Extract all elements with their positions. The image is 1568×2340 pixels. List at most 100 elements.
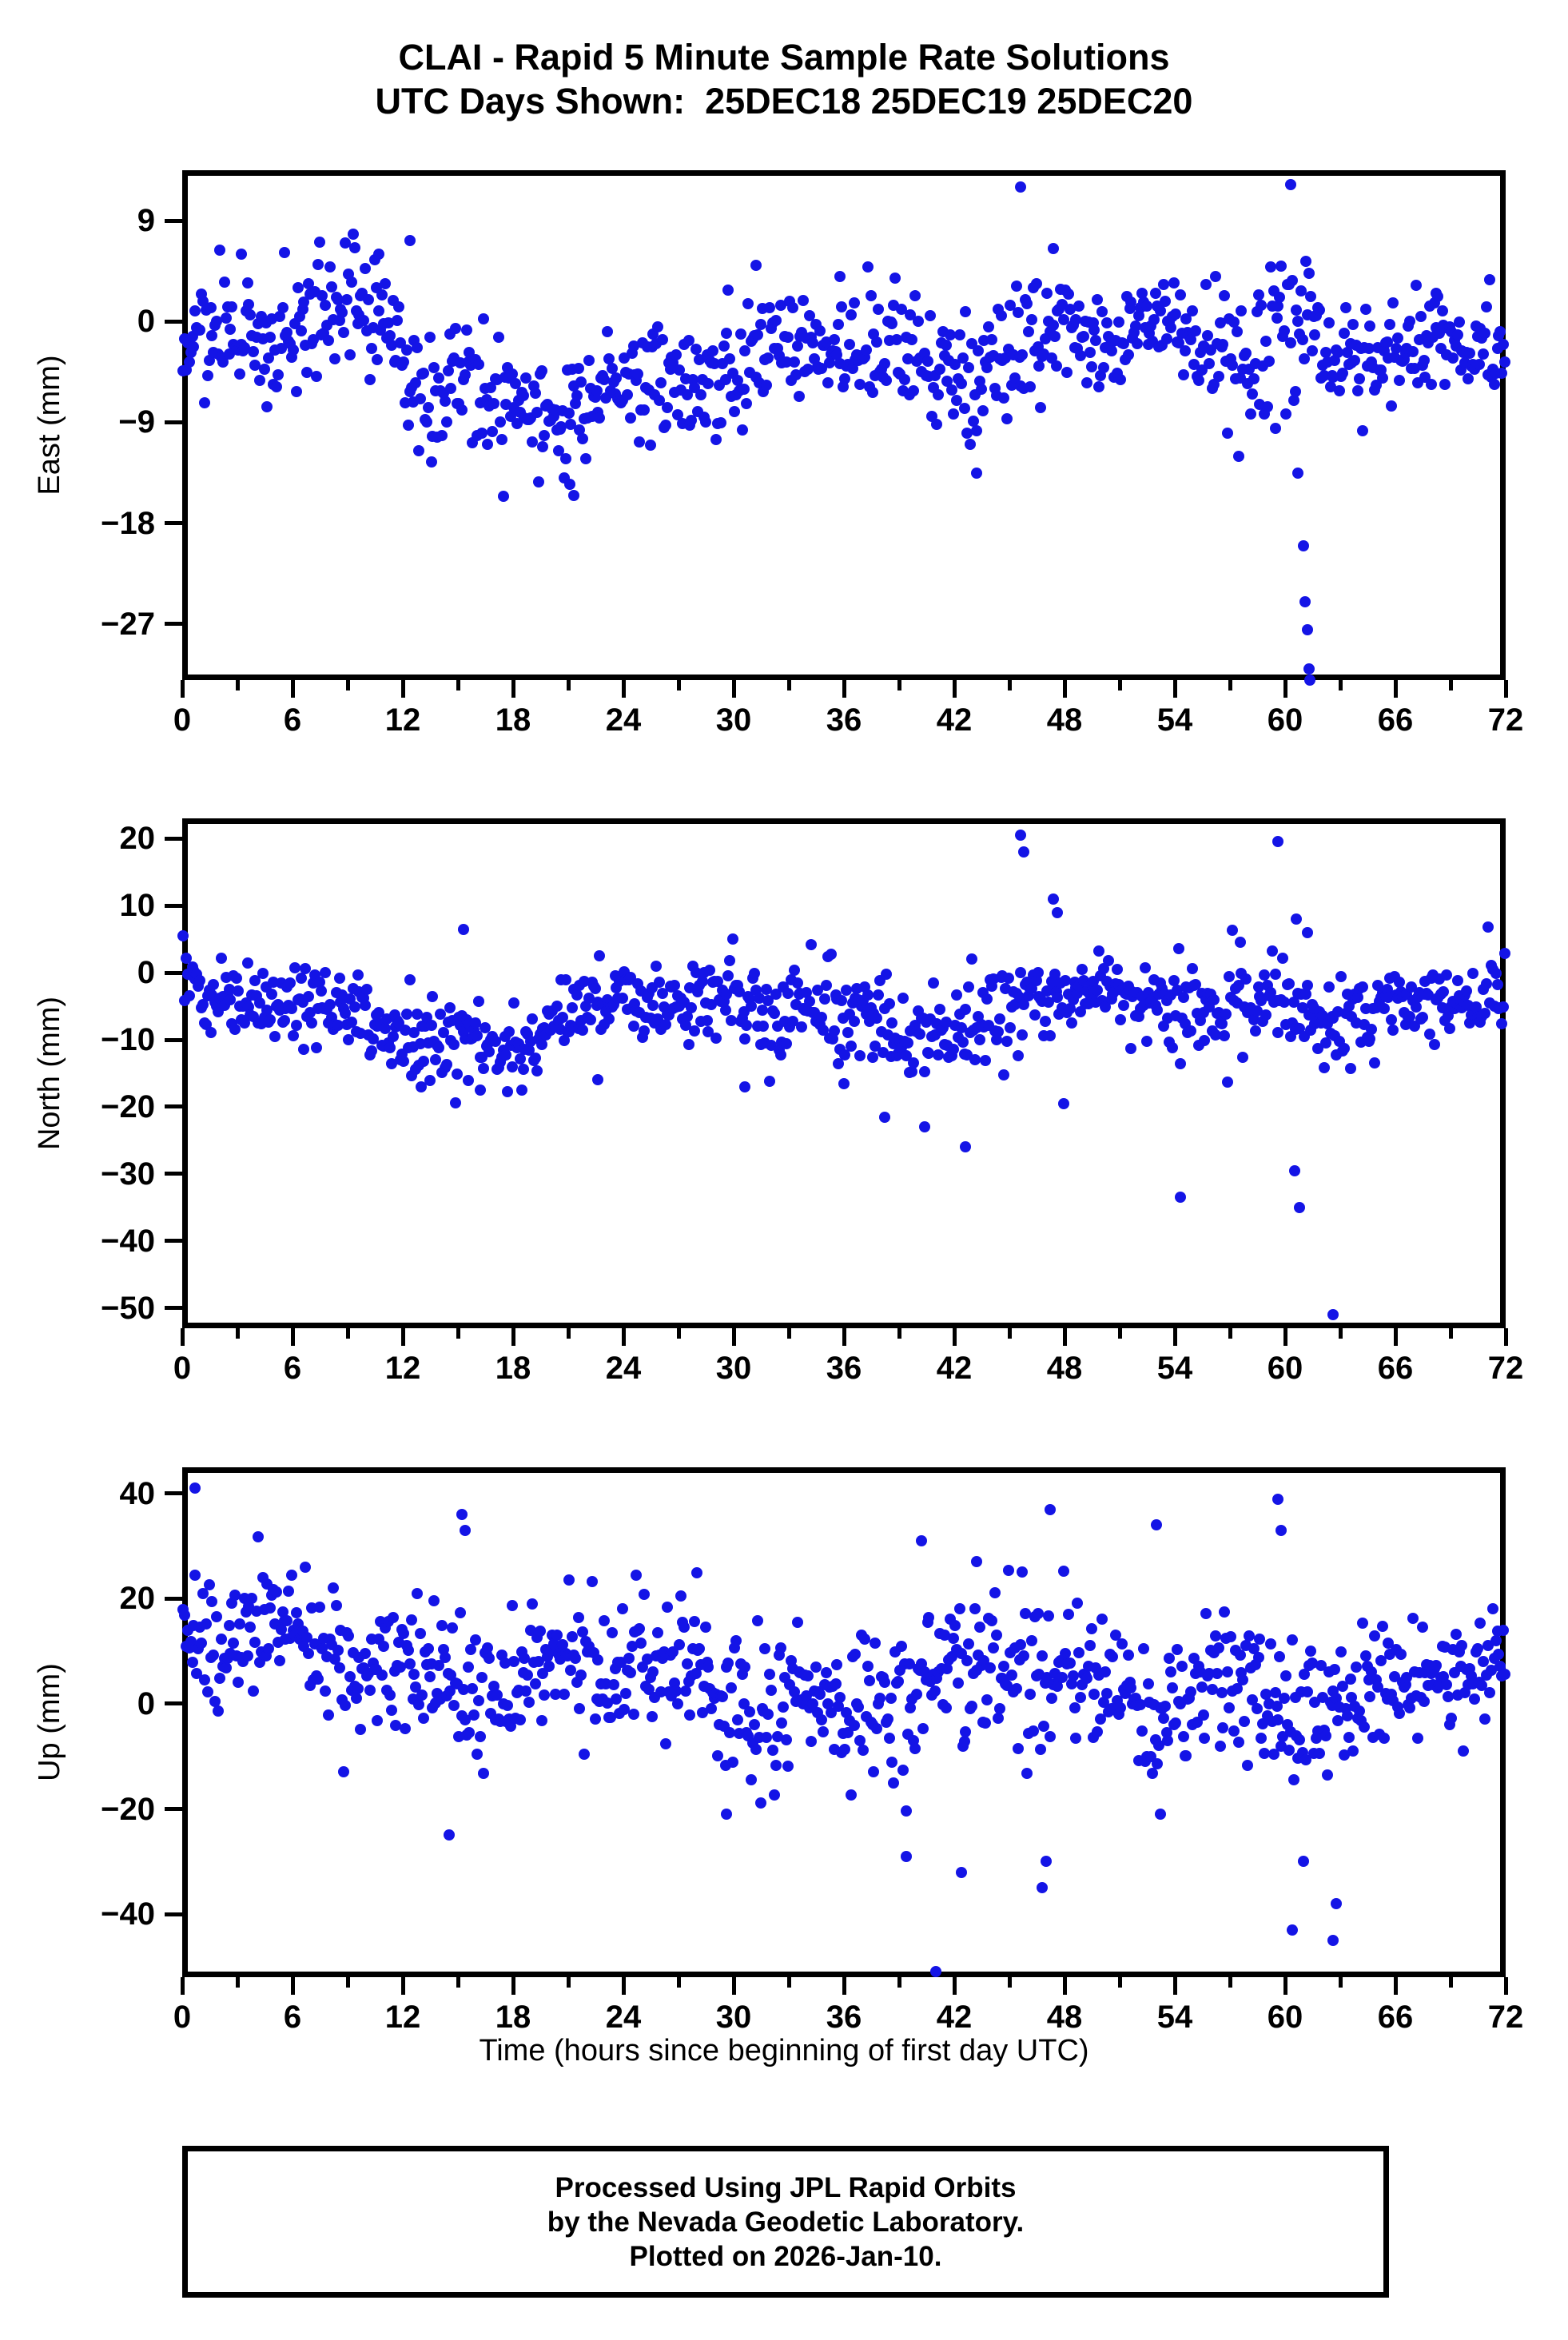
data-point [198,1674,210,1685]
data-point [384,1689,396,1701]
data-point [343,1630,354,1642]
data-point [1012,1743,1024,1755]
data-point [736,424,748,436]
data-point [1280,1669,1291,1681]
data-point [1386,400,1398,412]
data-point [402,1645,414,1657]
data-point [1319,1729,1331,1741]
data-point [1049,330,1061,342]
data-point [433,372,444,384]
data-point [439,395,451,407]
data-point [623,1652,635,1664]
data-point [1292,316,1304,328]
data-point [470,1634,481,1646]
data-point [1426,378,1437,390]
data-point [1067,1670,1079,1682]
data-point [1246,388,1258,400]
data-point [1415,311,1427,323]
data-point [316,290,328,302]
data-point [1363,343,1375,355]
data-point [1084,347,1096,359]
x-tick-east-63 [1338,680,1343,690]
data-point [213,1705,224,1717]
x-tick-east-9 [345,680,350,690]
data-point [229,1023,241,1035]
data-point [781,1734,793,1746]
data-point [782,1760,794,1772]
data-point [908,384,920,396]
data-point [275,342,287,354]
data-point [1291,304,1303,316]
data-point [1260,335,1272,347]
data-point [586,1576,598,1588]
data-point [1262,401,1273,413]
data-point [1092,1726,1104,1737]
data-point [778,1701,790,1713]
data-point [624,412,636,424]
data-point [520,372,532,384]
y-tick-north--50 [165,1306,182,1311]
data-point [313,1602,325,1614]
data-point [1404,1702,1416,1713]
data-point [652,320,664,332]
data-point [1168,277,1180,289]
data-point [1378,1733,1390,1745]
data-point [563,1574,575,1586]
data-point [1222,1666,1234,1678]
data-point [1070,1732,1082,1744]
data-point [454,1606,466,1618]
data-point [647,1665,659,1677]
x-tick-east-54 [1172,680,1177,698]
data-point [716,1690,728,1702]
data-point [1217,1722,1229,1734]
data-point [1331,1897,1343,1909]
data-point [843,338,855,350]
data-point [1021,1768,1033,1779]
data-point [1122,1650,1134,1661]
data-point [1269,422,1281,434]
y-tick-east--18 [165,521,182,526]
data-point [788,356,800,368]
title-line-2: UTC Days Shown: 25DEC18 25DEC19 25DEC20 [375,81,1193,121]
data-point [911,1689,922,1701]
data-point [1327,1935,1339,1946]
x-tick-north-21 [566,1328,571,1339]
data-point [539,1689,551,1701]
data-point [977,405,989,416]
data-point [385,339,397,351]
footer-note-box: Processed Using JPL Rapid Orbits by the … [182,2146,1389,2298]
y-tick-label-north--50: −50 [101,1290,155,1326]
x-tick-east-45 [1007,680,1012,690]
data-point [1439,378,1451,390]
data-point [1287,1924,1299,1936]
x-tick-east-66 [1393,680,1398,698]
data-point [720,1809,732,1821]
data-point [484,1653,495,1665]
data-point [514,1714,526,1726]
data-point [1464,348,1475,360]
data-point [980,1717,992,1729]
data-point [464,1726,476,1738]
data-point [761,1732,773,1744]
data-point [1463,373,1474,384]
data-point [1446,1713,1457,1725]
data-point [893,1675,904,1687]
data-point [1208,379,1220,391]
data-point [1005,1669,1017,1681]
data-point [987,1642,999,1654]
x-tick-east-18 [511,680,515,698]
data-point [992,1713,1004,1725]
data-point [529,387,541,399]
data-point [265,332,277,344]
data-point [1240,348,1252,360]
data-point [1344,1673,1356,1685]
data-point [981,362,993,374]
data-point [273,1655,285,1667]
data-point [1041,1856,1052,1868]
data-point [398,1627,409,1639]
data-point [1451,329,1463,340]
data-point [392,314,404,326]
data-point [1349,354,1361,366]
data-point [661,1601,673,1613]
data-point [953,1602,965,1614]
